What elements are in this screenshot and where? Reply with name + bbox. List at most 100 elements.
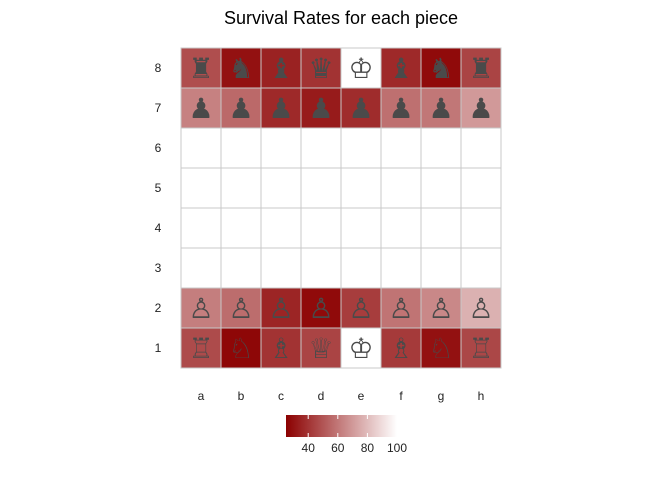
pawn-icon: ♙ (428, 292, 453, 325)
heatmap-cell-b7 (220, 87, 262, 129)
heatmap-cell-h1 (460, 327, 502, 369)
legend-tick-label-60: 60 (331, 441, 345, 455)
pawn-icon: ♙ (228, 292, 253, 325)
x-tick-label-e: e (358, 389, 365, 403)
legend-color-bar (286, 415, 397, 437)
bishop-icon: ♝ (268, 52, 293, 85)
pawn-icon: ♟ (348, 92, 373, 125)
empty-cell-g4 (420, 207, 462, 249)
legend-tick-label-100: 100 (387, 441, 407, 455)
empty-cell-b4 (220, 207, 262, 249)
x-tick-label-b: b (238, 389, 245, 403)
empty-cell-a4 (180, 207, 222, 249)
heatmap-cell-d2 (300, 287, 342, 329)
board-grid: ♜ ♞ ♝ ♛ ♔ ♝ ♞ ♜ ♟ ♟ ♟ ♟ ♟ ♟ ♟ ♟ ♙ ♙ ♙ ♙ ♙ ♙ ♙ ♙ ♖ ♘ ♗ ♕ ♔ ♗ ♘ ♖ (180, 47, 502, 369)
bishop-icon: ♗ (268, 332, 293, 365)
heatmap-cell-g2 (420, 287, 462, 329)
pawn-icon: ♟ (388, 92, 413, 125)
empty-cell-b5 (220, 167, 262, 209)
rook-icon: ♜ (188, 52, 213, 85)
y-tick-label-5: 5 (155, 181, 162, 195)
king-icon: ♔ (348, 332, 373, 365)
pawn-icon: ♙ (308, 292, 333, 325)
empty-cell-f5 (380, 167, 422, 209)
x-axis-tick-labels: a b c d e f g h (198, 389, 485, 403)
heatmap-cell-b8 (220, 47, 262, 89)
heatmap-cell-c2 (260, 287, 302, 329)
empty-cell-b6 (220, 127, 262, 169)
pawn-icon: ♙ (468, 292, 493, 325)
x-tick-label-f: f (399, 389, 403, 403)
empty-cell-c5 (260, 167, 302, 209)
pawn-icon: ♟ (228, 92, 253, 125)
empty-cell-d5 (300, 167, 342, 209)
empty-cell-c3 (260, 247, 302, 289)
empty-cell-h5 (460, 167, 502, 209)
empty-cell-a5 (180, 167, 222, 209)
empty-cell-g3 (420, 247, 462, 289)
knight-icon: ♞ (228, 52, 253, 85)
knight-icon: ♘ (428, 332, 453, 365)
knight-icon: ♞ (428, 52, 453, 85)
bishop-icon: ♝ (388, 52, 413, 85)
empty-cell-g5 (420, 167, 462, 209)
pawn-icon: ♟ (428, 92, 453, 125)
y-tick-label-8: 8 (155, 61, 162, 75)
heatmap-cell-e1 (340, 327, 382, 369)
x-tick-label-a: a (198, 389, 205, 403)
empty-cell-a6 (180, 127, 222, 169)
rook-icon: ♜ (468, 52, 493, 85)
heatmap-cell-a2 (180, 287, 222, 329)
legend-tick-label-40: 40 (302, 441, 316, 455)
heatmap-cell-h7 (460, 87, 502, 129)
queen-icon: ♕ (308, 332, 333, 365)
empty-cell-g6 (420, 127, 462, 169)
empty-cell-e4 (340, 207, 382, 249)
empty-cell-d3 (300, 247, 342, 289)
heatmap-cell-b2 (220, 287, 262, 329)
king-icon: ♔ (348, 52, 373, 85)
heatmap-cell-d1 (300, 327, 342, 369)
y-tick-label-2: 2 (155, 301, 162, 315)
heatmap-cell-e2 (340, 287, 382, 329)
heatmap-cell-h8 (460, 47, 502, 89)
empty-cell-f3 (380, 247, 422, 289)
empty-cell-f6 (380, 127, 422, 169)
empty-cell-h3 (460, 247, 502, 289)
empty-cell-b3 (220, 247, 262, 289)
heatmap-cell-f2 (380, 287, 422, 329)
heatmap-cell-g1 (420, 327, 462, 369)
knight-icon: ♘ (228, 332, 253, 365)
chart-title: Survival Rates for each piece (224, 8, 458, 28)
heatmap-cell-h2 (460, 287, 502, 329)
heatmap-cell-c1 (260, 327, 302, 369)
x-tick-label-c: c (278, 389, 284, 403)
pawn-icon: ♟ (188, 92, 213, 125)
pawn-icon: ♙ (268, 292, 293, 325)
legend-tick-label-80: 80 (361, 441, 375, 455)
y-axis-tick-labels: 8 7 6 5 4 3 2 1 (155, 61, 162, 355)
empty-cell-e6 (340, 127, 382, 169)
queen-icon: ♛ (308, 52, 333, 85)
x-tick-label-g: g (438, 389, 445, 403)
pawn-icon: ♟ (468, 92, 493, 125)
empty-cell-c6 (260, 127, 302, 169)
bishop-icon: ♗ (388, 332, 413, 365)
pawn-icon: ♙ (348, 292, 373, 325)
empty-cell-c4 (260, 207, 302, 249)
heatmap-cell-a1 (180, 327, 222, 369)
y-tick-label-1: 1 (155, 341, 162, 355)
empty-cell-f4 (380, 207, 422, 249)
rook-icon: ♖ (468, 332, 493, 365)
y-tick-label-4: 4 (155, 221, 162, 235)
heatmap-cell-f8 (380, 47, 422, 89)
rook-icon: ♖ (188, 332, 213, 365)
empty-cell-h4 (460, 207, 502, 249)
x-tick-label-h: h (478, 389, 485, 403)
empty-cell-e3 (340, 247, 382, 289)
pawn-icon: ♟ (268, 92, 293, 125)
heatmap-cell-f7 (380, 87, 422, 129)
empty-cell-d6 (300, 127, 342, 169)
pawn-icon: ♙ (388, 292, 413, 325)
